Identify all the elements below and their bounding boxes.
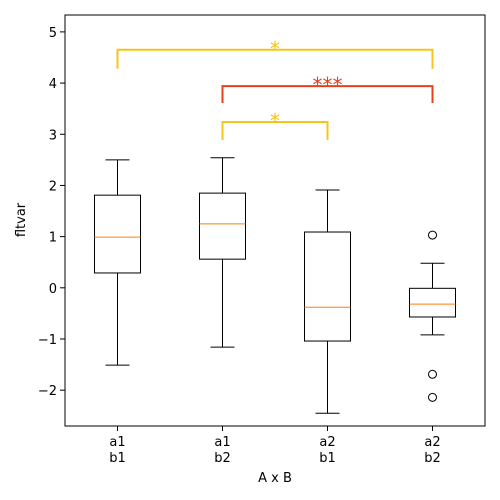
significance-bracket <box>221 85 434 104</box>
y-tick-label: 0 <box>49 282 57 297</box>
x-tick-label: b2 <box>214 451 231 466</box>
x-tick-label: b2 <box>424 451 441 466</box>
outlier <box>428 230 437 240</box>
y-tick-label: 3 <box>49 128 57 143</box>
x-tick-label: a1 <box>214 435 230 450</box>
significance-bracket <box>116 48 434 69</box>
significance-label: * <box>270 109 280 133</box>
y-tick-label: 4 <box>49 77 57 92</box>
y-tick-label: 1 <box>49 231 57 246</box>
significance-label: *** <box>313 73 343 97</box>
significance-label: * <box>270 37 280 61</box>
y-tick-label: −2 <box>38 384 57 399</box>
y-tick-label: 5 <box>49 26 57 41</box>
outlier <box>428 392 437 402</box>
outlier <box>428 369 437 379</box>
x-tick-label: b1 <box>109 451 126 466</box>
y-tick-label: −1 <box>38 333 57 348</box>
box <box>304 231 351 342</box>
y-axis-label: fltvar <box>14 202 29 237</box>
significance-bracket <box>221 120 329 140</box>
y-tick-label: 2 <box>49 179 57 194</box>
box <box>199 192 246 260</box>
x-tick-label: a1 <box>109 435 125 450</box>
x-axis-label: A x B <box>258 471 292 486</box>
x-tick-label: b1 <box>319 451 336 466</box>
x-tick-label: a2 <box>424 435 440 450</box>
plot-frame <box>64 14 486 427</box>
x-tick-label: a2 <box>319 435 335 450</box>
box <box>94 194 141 274</box>
box <box>409 287 456 318</box>
